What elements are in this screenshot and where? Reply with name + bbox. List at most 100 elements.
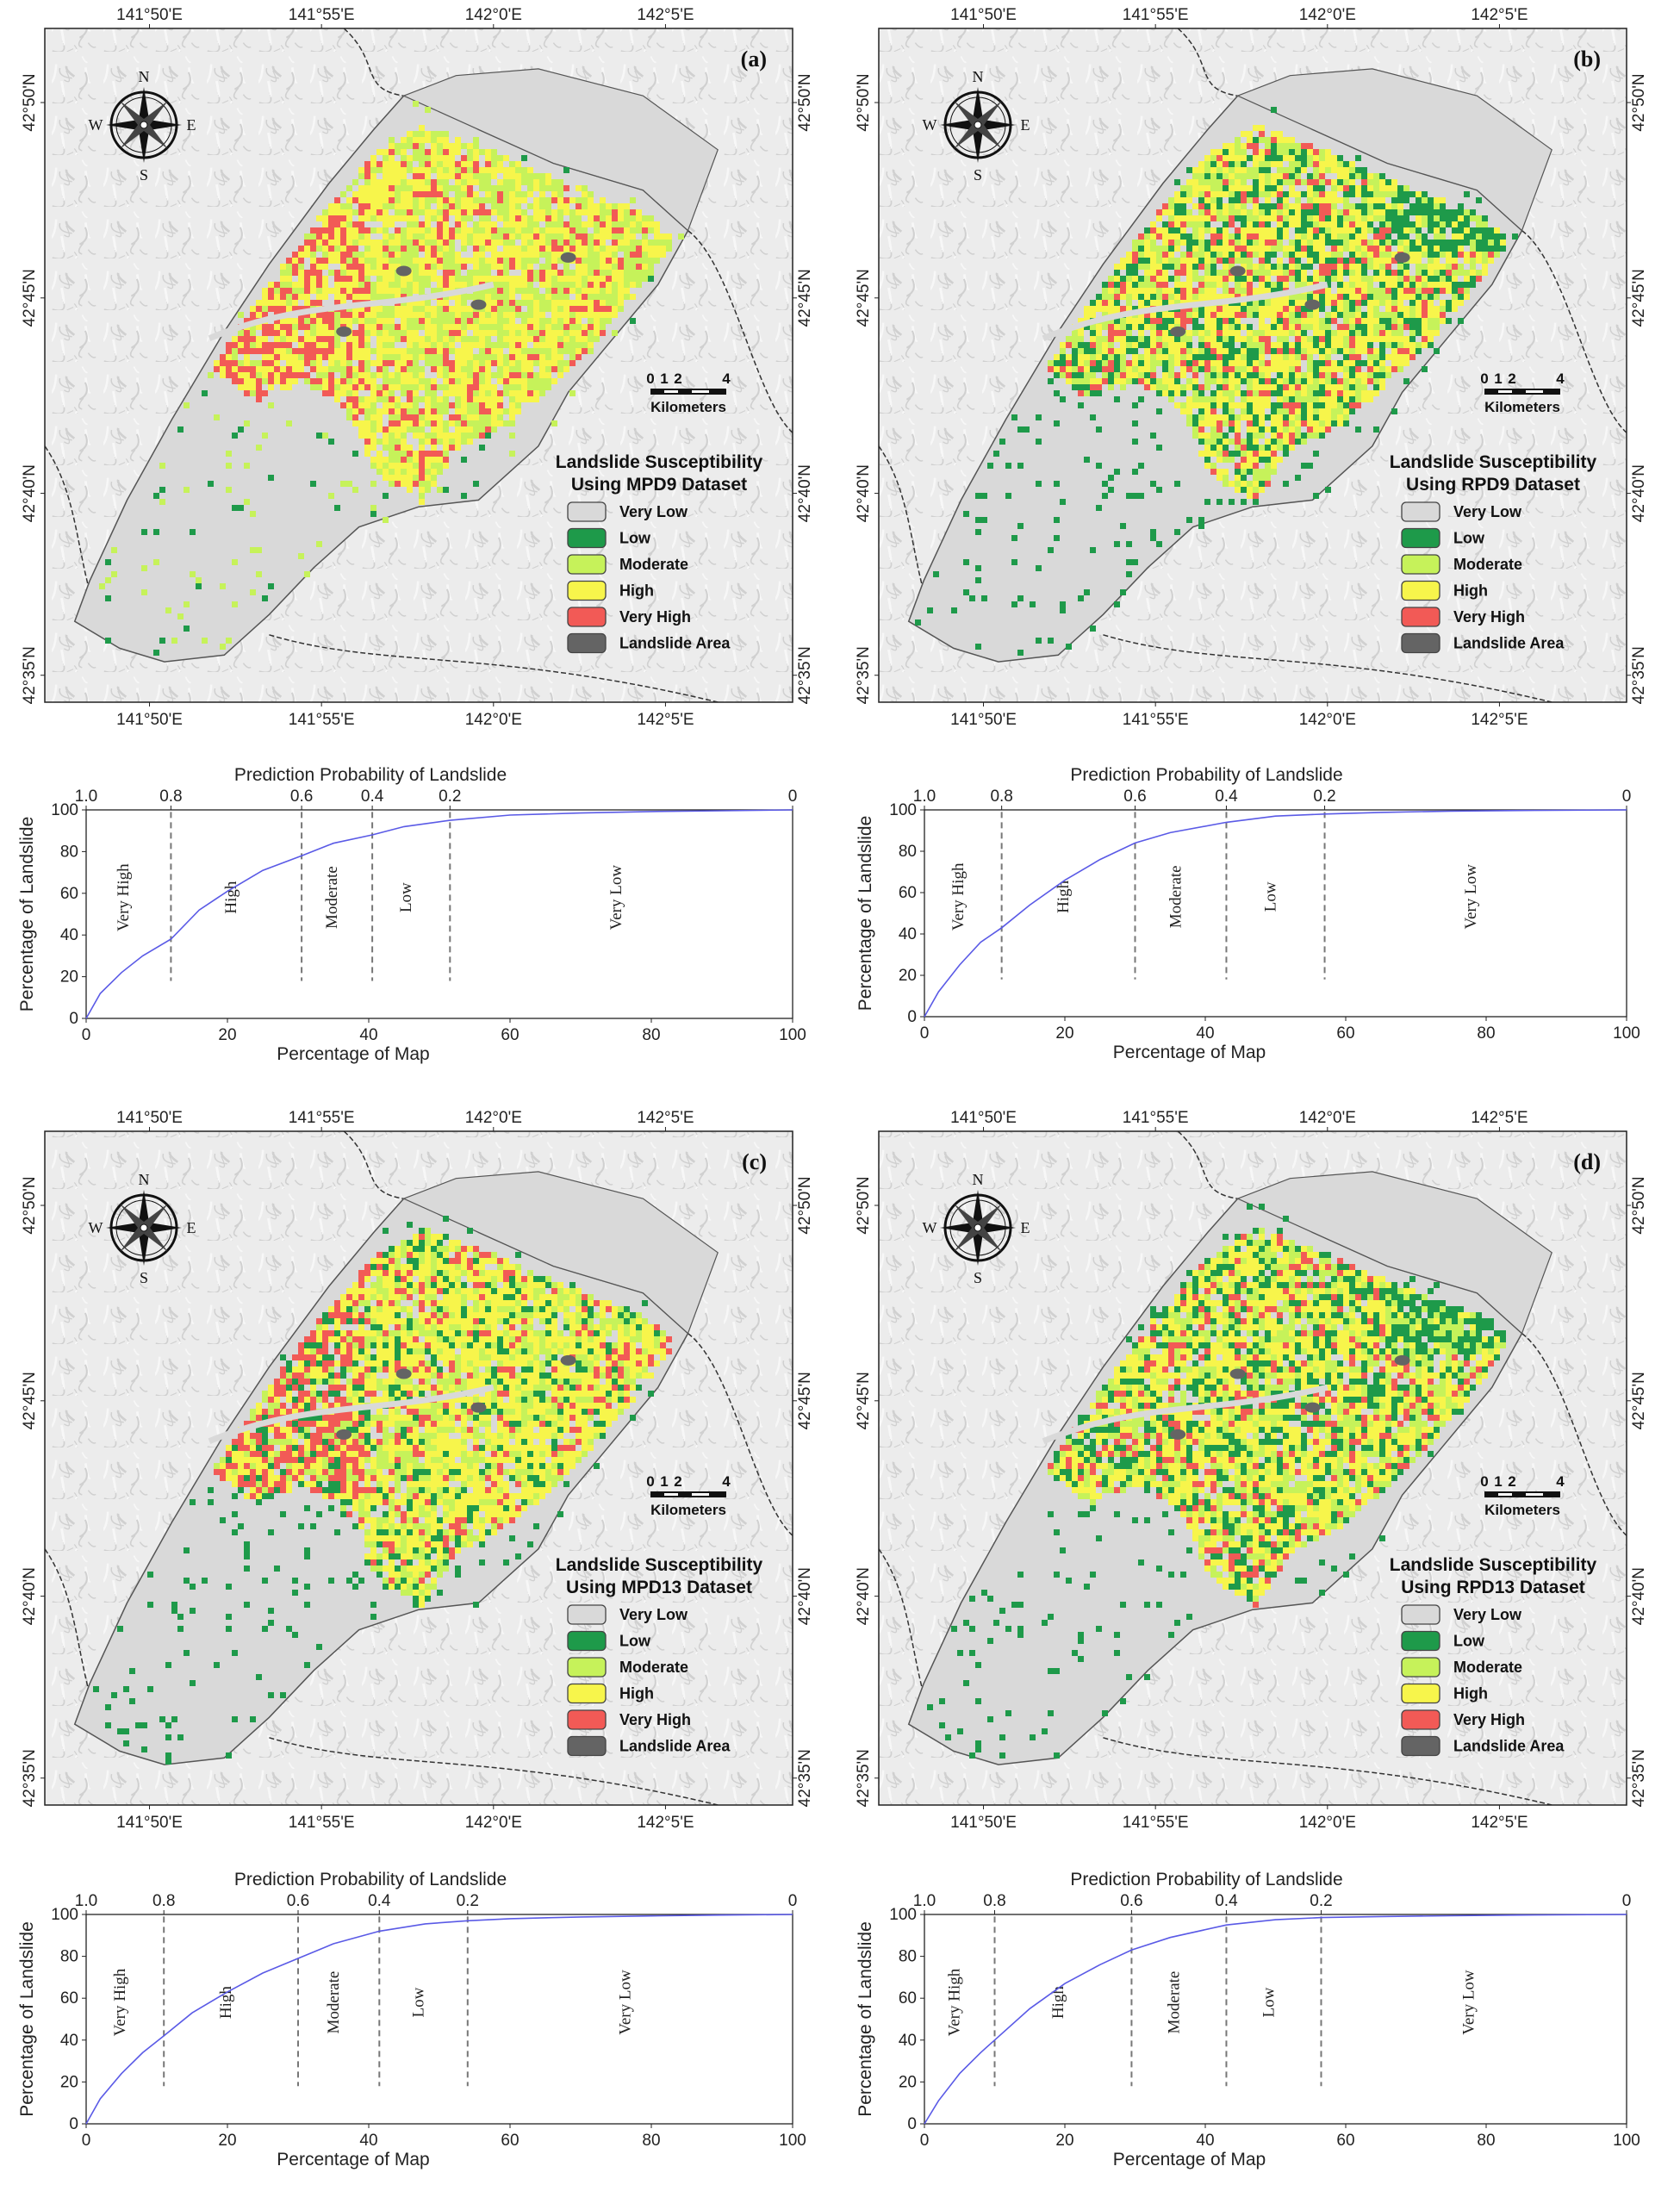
susceptibility-cell — [383, 215, 389, 221]
susceptibility-cell — [1084, 324, 1090, 330]
susceptibility-cell — [1241, 475, 1247, 481]
susceptibility-cell — [1337, 378, 1343, 384]
susceptibility-cell — [159, 463, 165, 469]
susceptibility-cell — [1391, 270, 1397, 276]
susceptibility-cell — [618, 282, 624, 288]
susceptibility-cell — [1156, 282, 1162, 288]
susceptibility-cell — [383, 221, 389, 227]
susceptibility-cell — [389, 414, 395, 420]
susceptibility-cell — [1241, 203, 1247, 209]
susceptibility-cell — [1325, 276, 1331, 282]
susceptibility-cell — [1198, 173, 1204, 179]
susceptibility-cell — [1307, 227, 1313, 233]
susceptibility-cell — [395, 439, 401, 445]
susceptibility-cell — [1349, 227, 1355, 233]
susceptibility-cell — [1325, 252, 1331, 258]
susceptibility-cell — [105, 577, 111, 583]
susceptibility-cell — [141, 565, 147, 571]
susceptibility-cell — [256, 360, 262, 366]
susceptibility-cell — [1277, 372, 1283, 378]
susceptibility-cell — [370, 288, 376, 294]
susceptibility-cell — [551, 324, 557, 330]
susceptibility-cell — [1132, 264, 1138, 270]
susceptibility-cell — [1397, 185, 1403, 191]
susceptibility-cell — [636, 282, 642, 288]
susceptibility-cell — [1295, 276, 1301, 282]
susceptibility-cell — [1180, 402, 1186, 408]
susceptibility-cell — [1301, 342, 1307, 348]
susceptibility-cell — [1265, 312, 1271, 318]
susceptibility-cell — [376, 191, 383, 197]
susceptibility-cell — [612, 252, 618, 258]
susceptibility-cell — [1289, 155, 1295, 161]
susceptibility-cell — [1434, 209, 1440, 215]
susceptibility-cell — [479, 396, 485, 402]
susceptibility-cell — [1422, 252, 1428, 258]
susceptibility-cell — [551, 312, 557, 318]
susceptibility-cell — [352, 330, 358, 336]
susceptibility-cell — [479, 384, 485, 390]
susceptibility-cell — [1223, 288, 1229, 294]
susceptibility-cell — [1379, 366, 1385, 372]
susceptibility-cell — [1295, 173, 1301, 179]
susceptibility-cell — [389, 336, 395, 342]
susceptibility-cell — [1271, 131, 1277, 137]
susceptibility-cell — [1253, 348, 1259, 354]
susceptibility-cell — [1241, 276, 1247, 282]
susceptibility-cell — [485, 300, 491, 306]
susceptibility-cell — [1295, 233, 1301, 240]
susceptibility-cell — [1174, 402, 1180, 408]
susceptibility-cell — [509, 318, 515, 324]
susceptibility-cell — [1168, 336, 1174, 342]
susceptibility-cell — [431, 420, 437, 426]
susceptibility-cell — [1180, 233, 1186, 240]
susceptibility-cell — [376, 451, 383, 457]
susceptibility-cell — [419, 445, 425, 451]
susceptibility-cell — [1108, 372, 1114, 378]
susceptibility-cell — [425, 378, 431, 384]
susceptibility-cell — [1331, 276, 1337, 282]
susceptibility-cell — [503, 155, 509, 161]
susceptibility-cell — [1440, 203, 1446, 209]
susceptibility-cell — [1168, 318, 1174, 324]
susceptibility-cell — [576, 252, 582, 258]
susceptibility-cell — [1289, 312, 1295, 318]
susceptibility-cell — [1180, 294, 1186, 300]
susceptibility-cell — [407, 215, 413, 221]
susceptibility-cell — [340, 252, 346, 258]
susceptibility-cell — [395, 288, 401, 294]
susceptibility-cell — [1223, 348, 1229, 354]
susceptibility-cell — [606, 270, 612, 276]
susceptibility-cell — [515, 233, 521, 240]
susceptibility-cell — [527, 312, 533, 318]
susceptibility-cell — [1132, 420, 1138, 426]
susceptibility-cell — [1277, 414, 1283, 420]
susceptibility-cell — [304, 318, 310, 324]
susceptibility-cell — [1072, 372, 1078, 378]
susceptibility-cell — [533, 270, 539, 276]
susceptibility-cell — [395, 408, 401, 414]
susceptibility-cell — [569, 330, 576, 336]
susceptibility-cell — [1367, 336, 1373, 342]
susceptibility-cell — [346, 258, 352, 264]
susceptibility-cell — [1253, 276, 1259, 282]
susceptibility-cell — [1078, 366, 1084, 372]
susceptibility-cell — [1283, 342, 1289, 348]
susceptibility-cell — [1253, 420, 1259, 426]
susceptibility-cell — [1120, 276, 1126, 282]
susceptibility-cell — [1307, 185, 1313, 191]
susceptibility-cell — [1367, 203, 1373, 209]
susceptibility-cell — [545, 185, 551, 191]
susceptibility-cell — [1150, 276, 1156, 282]
susceptibility-cell — [461, 233, 467, 240]
susceptibility-cell — [1271, 246, 1277, 252]
susceptibility-cell — [1132, 318, 1138, 324]
susceptibility-cell — [1422, 330, 1428, 336]
susceptibility-cell — [1283, 155, 1289, 161]
susceptibility-cell — [389, 282, 395, 288]
susceptibility-cell — [238, 336, 244, 342]
susceptibility-cell — [352, 191, 358, 197]
susceptibility-cell — [1132, 276, 1138, 282]
susceptibility-cell — [1235, 167, 1241, 173]
susceptibility-cell — [618, 276, 624, 282]
